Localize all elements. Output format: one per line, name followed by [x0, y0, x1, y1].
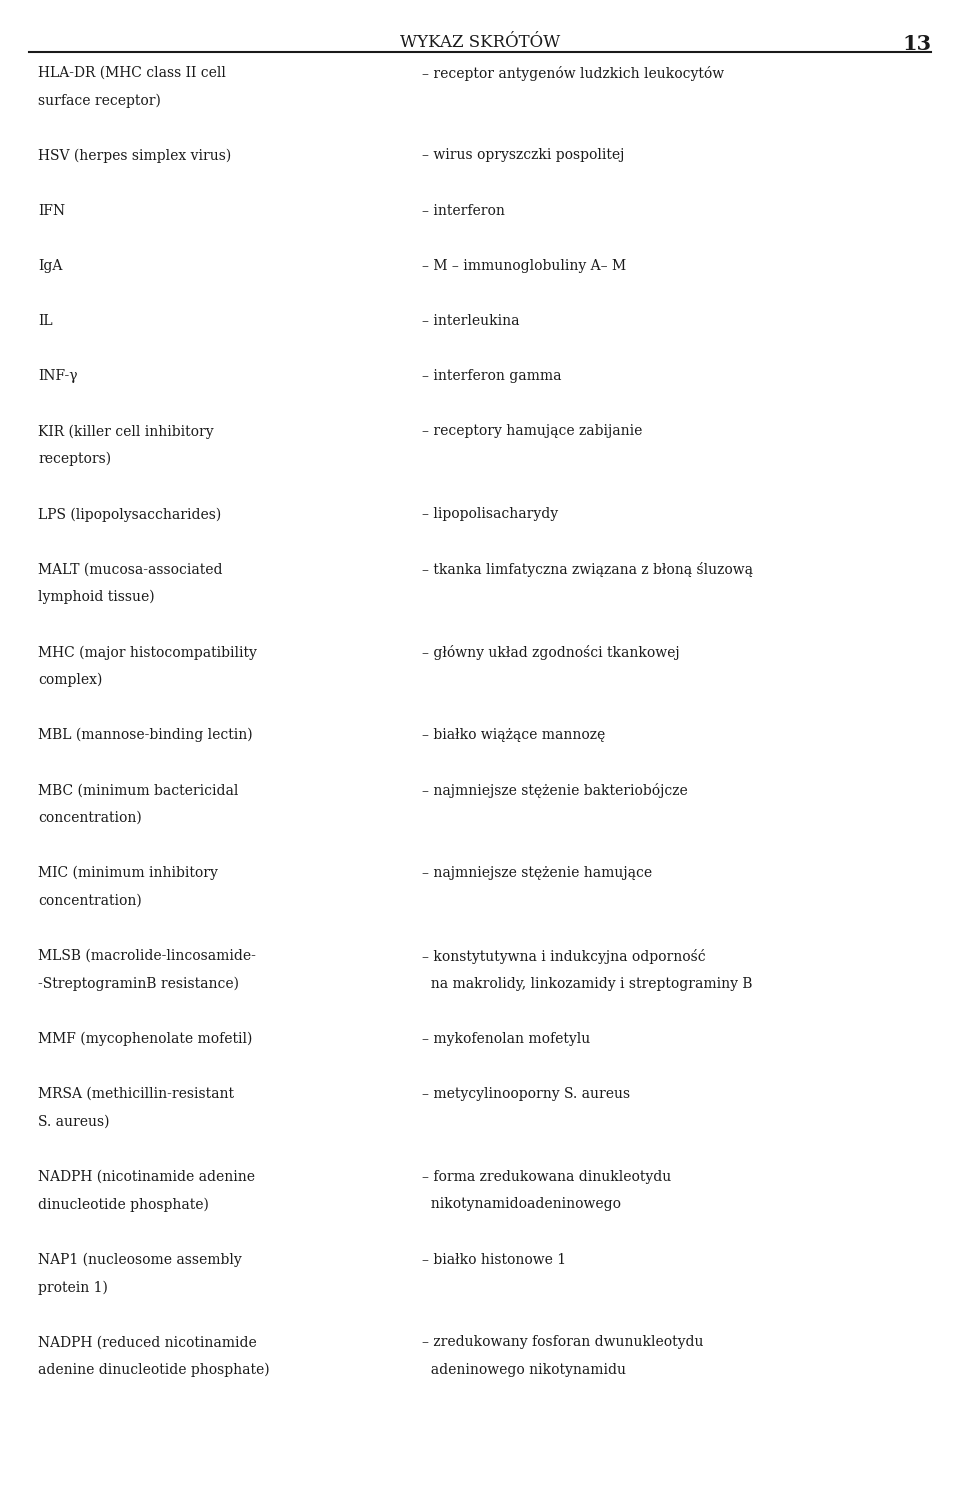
Text: MLSB (macrolide-lincosamide-: MLSB (macrolide-lincosamide-: [38, 949, 256, 962]
Text: MBL (mannose-binding lectin): MBL (mannose-binding lectin): [38, 728, 253, 743]
Text: – interferon: – interferon: [422, 204, 505, 218]
Text: protein 1): protein 1): [38, 1280, 108, 1295]
Text: – receptory hamujące zabijanie: – receptory hamujące zabijanie: [422, 425, 643, 439]
Text: LPS (lipopolysaccharides): LPS (lipopolysaccharides): [38, 507, 222, 522]
Text: – najmniejsze stężenie bakteriobójcze: – najmniejsze stężenie bakteriobójcze: [422, 783, 688, 798]
Text: S. aureus): S. aureus): [38, 1115, 109, 1128]
Text: – najmniejsze stężenie hamujące: – najmniejsze stężenie hamujące: [422, 867, 653, 880]
Text: dinucleotide phosphate): dinucleotide phosphate): [38, 1198, 209, 1212]
Text: – wirus opryszczki pospolitej: – wirus opryszczki pospolitej: [422, 148, 625, 163]
Text: – forma zredukowana dinukleotydu: – forma zredukowana dinukleotydu: [422, 1170, 672, 1183]
Text: MALT (mucosa-associated: MALT (mucosa-associated: [38, 562, 223, 576]
Text: 13: 13: [902, 34, 931, 54]
Text: MMF (mycophenolate mofetil): MMF (mycophenolate mofetil): [38, 1032, 252, 1046]
Text: – lipopolisacharydy: – lipopolisacharydy: [422, 507, 559, 521]
Text: – tkanka limfatyczna związana z błoną śluzową: – tkanka limfatyczna związana z błoną śl…: [422, 562, 754, 577]
Text: – zredukowany fosforan dwunukleotydu: – zredukowany fosforan dwunukleotydu: [422, 1335, 704, 1349]
Text: – konstytutywna i indukcyjna odporność: – konstytutywna i indukcyjna odporność: [422, 949, 706, 964]
Text: – metycylinooporny S. aureus: – metycylinooporny S. aureus: [422, 1088, 631, 1101]
Text: -StreptograminB resistance): -StreptograminB resistance): [38, 977, 239, 991]
Text: MBC (minimum bactericidal: MBC (minimum bactericidal: [38, 783, 239, 797]
Text: NADPH (reduced nicotinamide: NADPH (reduced nicotinamide: [38, 1335, 257, 1349]
Text: IL: IL: [38, 315, 53, 328]
Text: receptors): receptors): [38, 452, 111, 467]
Text: MIC (minimum inhibitory: MIC (minimum inhibitory: [38, 867, 218, 880]
Text: surface receptor): surface receptor): [38, 93, 161, 107]
Text: – receptor antygenów ludzkich leukocytów: – receptor antygenów ludzkich leukocytów: [422, 66, 725, 81]
Text: IgA: IgA: [38, 260, 62, 273]
Text: adeninowego nikotynamidu: adeninowego nikotynamidu: [422, 1364, 626, 1377]
Text: complex): complex): [38, 673, 103, 688]
Text: – białko wiążące mannozę: – białko wiążące mannozę: [422, 728, 606, 742]
Text: – interferon gamma: – interferon gamma: [422, 370, 562, 383]
Text: – interleukina: – interleukina: [422, 315, 520, 328]
Text: concentration): concentration): [38, 812, 142, 825]
Text: MHC (major histocompatibility: MHC (major histocompatibility: [38, 646, 257, 659]
Text: HLA-DR (MHC class II cell: HLA-DR (MHC class II cell: [38, 66, 227, 79]
Text: NAP1 (nucleosome assembly: NAP1 (nucleosome assembly: [38, 1253, 242, 1267]
Text: IFN: IFN: [38, 204, 65, 218]
Text: NADPH (nicotinamide adenine: NADPH (nicotinamide adenine: [38, 1170, 255, 1183]
Text: KIR (killer cell inhibitory: KIR (killer cell inhibitory: [38, 425, 214, 439]
Text: WYKAZ SKRÓTÓW: WYKAZ SKRÓTÓW: [400, 34, 560, 51]
Text: nikotynamidoadeninowego: nikotynamidoadeninowego: [422, 1198, 621, 1212]
Text: na makrolidy, linkozamidy i streptograminy B: na makrolidy, linkozamidy i streptogrami…: [422, 977, 753, 991]
Text: HSV (herpes simplex virus): HSV (herpes simplex virus): [38, 148, 231, 163]
Text: – główny układ zgodności tkankowej: – główny układ zgodności tkankowej: [422, 646, 680, 661]
Text: – białko histonowe 1: – białko histonowe 1: [422, 1253, 566, 1267]
Text: – M – immunoglobuliny A– M: – M – immunoglobuliny A– M: [422, 260, 627, 273]
Text: adenine dinucleotide phosphate): adenine dinucleotide phosphate): [38, 1364, 270, 1377]
Text: – mykofenolan mofetylu: – mykofenolan mofetylu: [422, 1032, 590, 1046]
Text: concentration): concentration): [38, 894, 142, 907]
Text: INF-γ: INF-γ: [38, 370, 78, 383]
Text: MRSA (methicillin-resistant: MRSA (methicillin-resistant: [38, 1088, 234, 1101]
Text: lymphoid tissue): lymphoid tissue): [38, 591, 155, 604]
